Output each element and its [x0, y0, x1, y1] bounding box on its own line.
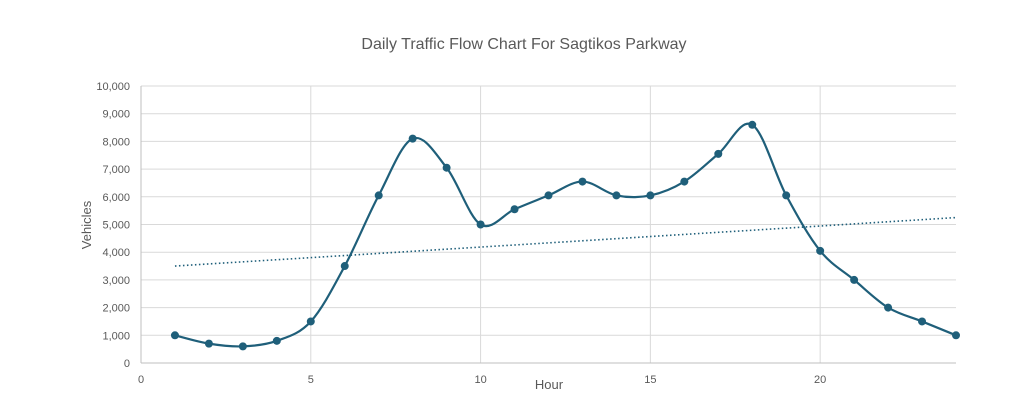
y-tick-label: 2,000	[102, 303, 130, 315]
data-point	[918, 317, 927, 326]
data-point	[612, 191, 621, 200]
data-point	[782, 191, 791, 200]
axes	[140, 86, 956, 364]
y-tick-label: 0	[124, 358, 130, 370]
data-point	[952, 331, 960, 340]
trendline-layer	[174, 216, 957, 267]
data-point	[408, 134, 417, 143]
data-point	[476, 220, 485, 229]
series-line	[174, 122, 957, 348]
x-tick-label: 15	[644, 374, 656, 386]
x-tick-label: 0	[138, 374, 144, 386]
x-tick-label: 10	[474, 374, 486, 386]
data-point	[510, 205, 519, 214]
y-tick-label: 5,000	[102, 220, 130, 232]
y-tick-label: 7,000	[102, 164, 130, 176]
data-point	[748, 120, 757, 129]
y-tick-label: 3,000	[102, 275, 130, 287]
x-tick-label: 5	[308, 374, 314, 386]
y-tick-label: 10,000	[96, 81, 130, 93]
data-point	[714, 149, 723, 158]
data-point	[442, 163, 451, 172]
y-tick-label: 9,000	[102, 109, 130, 121]
data-point	[238, 342, 247, 351]
data-point	[306, 317, 315, 326]
data-point	[646, 191, 655, 200]
x-axis-title: Hour	[535, 377, 564, 392]
data-point	[816, 246, 825, 255]
data-point	[578, 177, 587, 186]
data-point	[272, 336, 281, 345]
linear-trendline	[174, 216, 957, 267]
data-point	[680, 177, 689, 186]
y-tick-label: 8,000	[102, 136, 130, 148]
data-point	[374, 191, 383, 200]
data-point	[850, 275, 859, 284]
tick-labels: 0 1,000 2,000 3,000 4,000 5,000 6,000 7,000 8,00…	[96, 81, 826, 386]
y-tick-label: 6,000	[102, 192, 130, 204]
data-point	[544, 191, 553, 200]
data-point	[170, 331, 179, 340]
data-point	[204, 339, 213, 348]
series-layer	[170, 120, 960, 351]
y-axis-title: Vehicles	[79, 200, 94, 249]
x-tick-label: 20	[814, 374, 826, 386]
data-point	[884, 303, 893, 312]
chart-title: Daily Traffic Flow Chart For Sagtikos Pa…	[361, 36, 687, 53]
y-tick-label: 1,000	[102, 330, 130, 342]
y-tick-label: 4,000	[102, 247, 130, 259]
data-point	[340, 262, 349, 271]
